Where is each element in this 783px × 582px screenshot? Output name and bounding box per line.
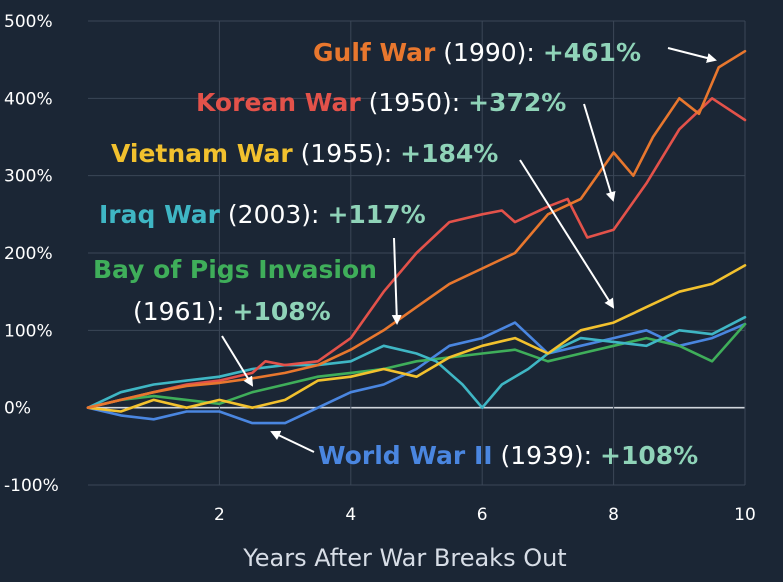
- label-bay-of-pigs-year: (1961):: [133, 297, 233, 326]
- x-tick-label: 4: [345, 505, 356, 525]
- arrow-world-war-ii: [270, 430, 315, 453]
- label-iraq-war-year: (2003):: [220, 200, 327, 229]
- label-iraq-war-name: Iraq War: [99, 200, 221, 229]
- label-gulf-war-year: (1990):: [435, 38, 542, 67]
- label-vietnam-war-year: (1955):: [293, 139, 400, 168]
- arrow-korean-war: [583, 103, 616, 202]
- x-tick-label: 8: [608, 505, 619, 525]
- label-world-war-ii-year: (1939):: [493, 441, 600, 470]
- label-iraq-war: Iraq War (2003): +117%: [99, 200, 426, 229]
- series-line-iraq-war: [86, 315, 747, 409]
- label-korean-war: Korean War (1950): +372%: [196, 88, 566, 117]
- x-axis-ticks: 2 4 6 8 10: [214, 505, 756, 525]
- series-line-korean-war: [86, 97, 747, 409]
- label-world-war-ii-value: +108%: [600, 441, 698, 470]
- y-tick-label: 200%: [4, 244, 53, 264]
- label-gulf-war: Gulf War (1990): +461%: [313, 38, 641, 67]
- label-korean-war-year: (1950):: [361, 88, 468, 117]
- y-tick-label: 500%: [4, 12, 53, 32]
- y-tick-label: -100%: [4, 476, 59, 496]
- label-bay-of-pigs-name-text: Bay of Pigs Invasion: [93, 255, 377, 284]
- label-world-war-ii: World War II (1939): +108%: [318, 441, 698, 470]
- arrow-gulf-war: [667, 47, 717, 63]
- label-vietnam-war-value: +184%: [400, 139, 498, 168]
- x-axis-label: Years After War Breaks Out: [242, 544, 566, 572]
- label-korean-war-name: Korean War: [196, 88, 361, 117]
- annotation-arrows: [221, 47, 717, 453]
- series-line-bay-of-pigs-invasion: [86, 322, 747, 409]
- y-tick-label: 0%: [4, 399, 31, 419]
- y-tick-label: 400%: [4, 89, 53, 109]
- series-line-world-war-ii: [86, 321, 747, 425]
- label-bay-of-pigs-detail: (1961): +108%: [133, 297, 331, 326]
- y-tick-label: 300%: [4, 167, 53, 187]
- series-lines: [86, 49, 747, 425]
- x-tick-label: 2: [214, 505, 225, 525]
- label-korean-war-value: +372%: [468, 88, 566, 117]
- label-gulf-war-value: +461%: [543, 38, 641, 67]
- label-bay-of-pigs-name: Bay of Pigs Invasion: [93, 255, 377, 284]
- arrow-vietnam-war: [519, 159, 615, 309]
- label-vietnam-war: Vietnam War (1955): +184%: [111, 139, 498, 168]
- label-iraq-war-value: +117%: [327, 200, 425, 229]
- arrow-iraq-war: [391, 237, 402, 325]
- x-tick-label: 10: [734, 505, 756, 525]
- label-world-war-ii-name: World War II: [318, 441, 493, 470]
- label-gulf-war-name: Gulf War: [313, 38, 436, 67]
- arrow-bay-of-pigs: [221, 335, 254, 387]
- series-line-vietnam-war: [86, 264, 747, 413]
- series-line-gulf-war: [86, 49, 747, 409]
- y-axis-ticks: 500% 400% 300% 200% 100% 0% -100%: [4, 12, 59, 496]
- label-bay-of-pigs-value: +108%: [233, 297, 331, 326]
- x-tick-label: 6: [477, 505, 488, 525]
- y-tick-label: 100%: [4, 321, 53, 341]
- label-vietnam-war-name: Vietnam War: [111, 139, 293, 168]
